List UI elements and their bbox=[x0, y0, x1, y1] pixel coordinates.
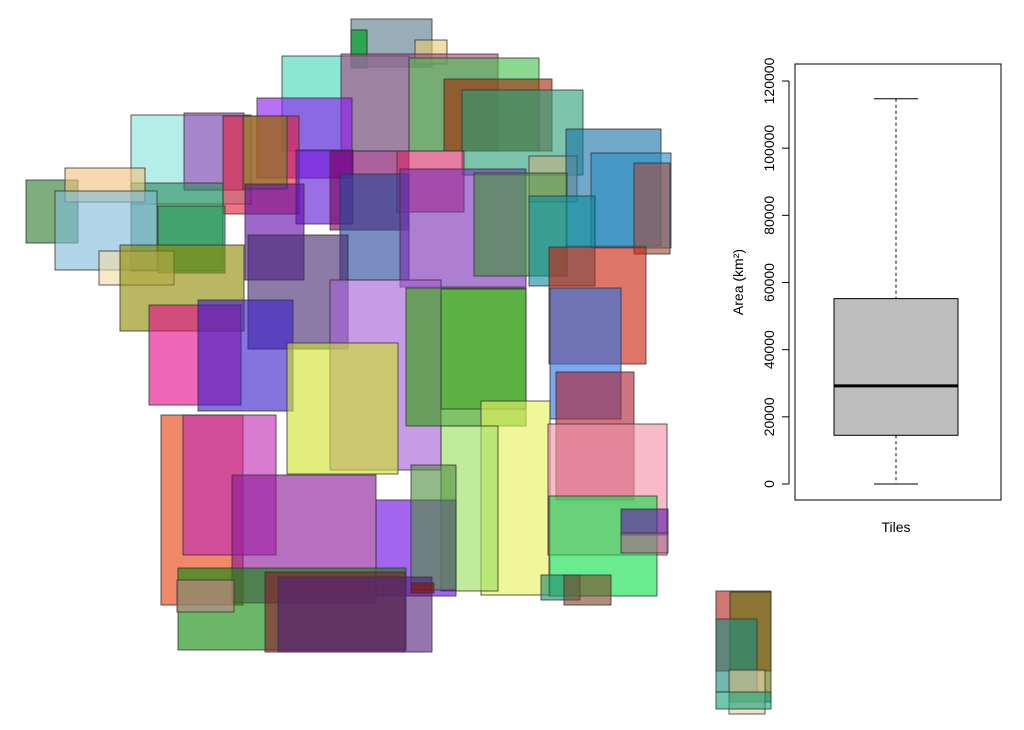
map-tile bbox=[715, 691, 772, 710]
y-axis: 0 20000 40000 60000 80000 100000 120000 bbox=[761, 57, 790, 488]
map-tile bbox=[277, 576, 433, 653]
y-tick-label: 0 bbox=[761, 480, 777, 488]
iqr-box bbox=[833, 298, 959, 436]
y-tick-label: 120000 bbox=[761, 57, 777, 104]
y-tick-label: 60000 bbox=[761, 263, 777, 302]
map-tile bbox=[410, 464, 457, 591]
x-axis-label: Tiles bbox=[881, 519, 910, 535]
map-tile bbox=[410, 582, 435, 594]
map-tile bbox=[197, 299, 294, 412]
y-tick-label: 80000 bbox=[761, 196, 777, 235]
map-tile bbox=[339, 173, 410, 281]
map-tile bbox=[563, 574, 612, 606]
map-tile bbox=[176, 579, 235, 613]
plot-frame bbox=[794, 63, 1002, 501]
boxplot bbox=[833, 98, 959, 485]
y-tick-label: 20000 bbox=[761, 397, 777, 436]
map-tile bbox=[633, 162, 671, 255]
map-tile bbox=[286, 342, 399, 475]
map-tile bbox=[620, 532, 669, 554]
tiles-map bbox=[25, 18, 772, 715]
map-tile bbox=[242, 115, 288, 190]
y-tick-label: 100000 bbox=[761, 125, 777, 172]
map-tile bbox=[620, 508, 669, 536]
y-tick-label: 40000 bbox=[761, 330, 777, 369]
y-axis-label: Area (km²) bbox=[730, 249, 746, 315]
map-tile bbox=[440, 288, 527, 410]
